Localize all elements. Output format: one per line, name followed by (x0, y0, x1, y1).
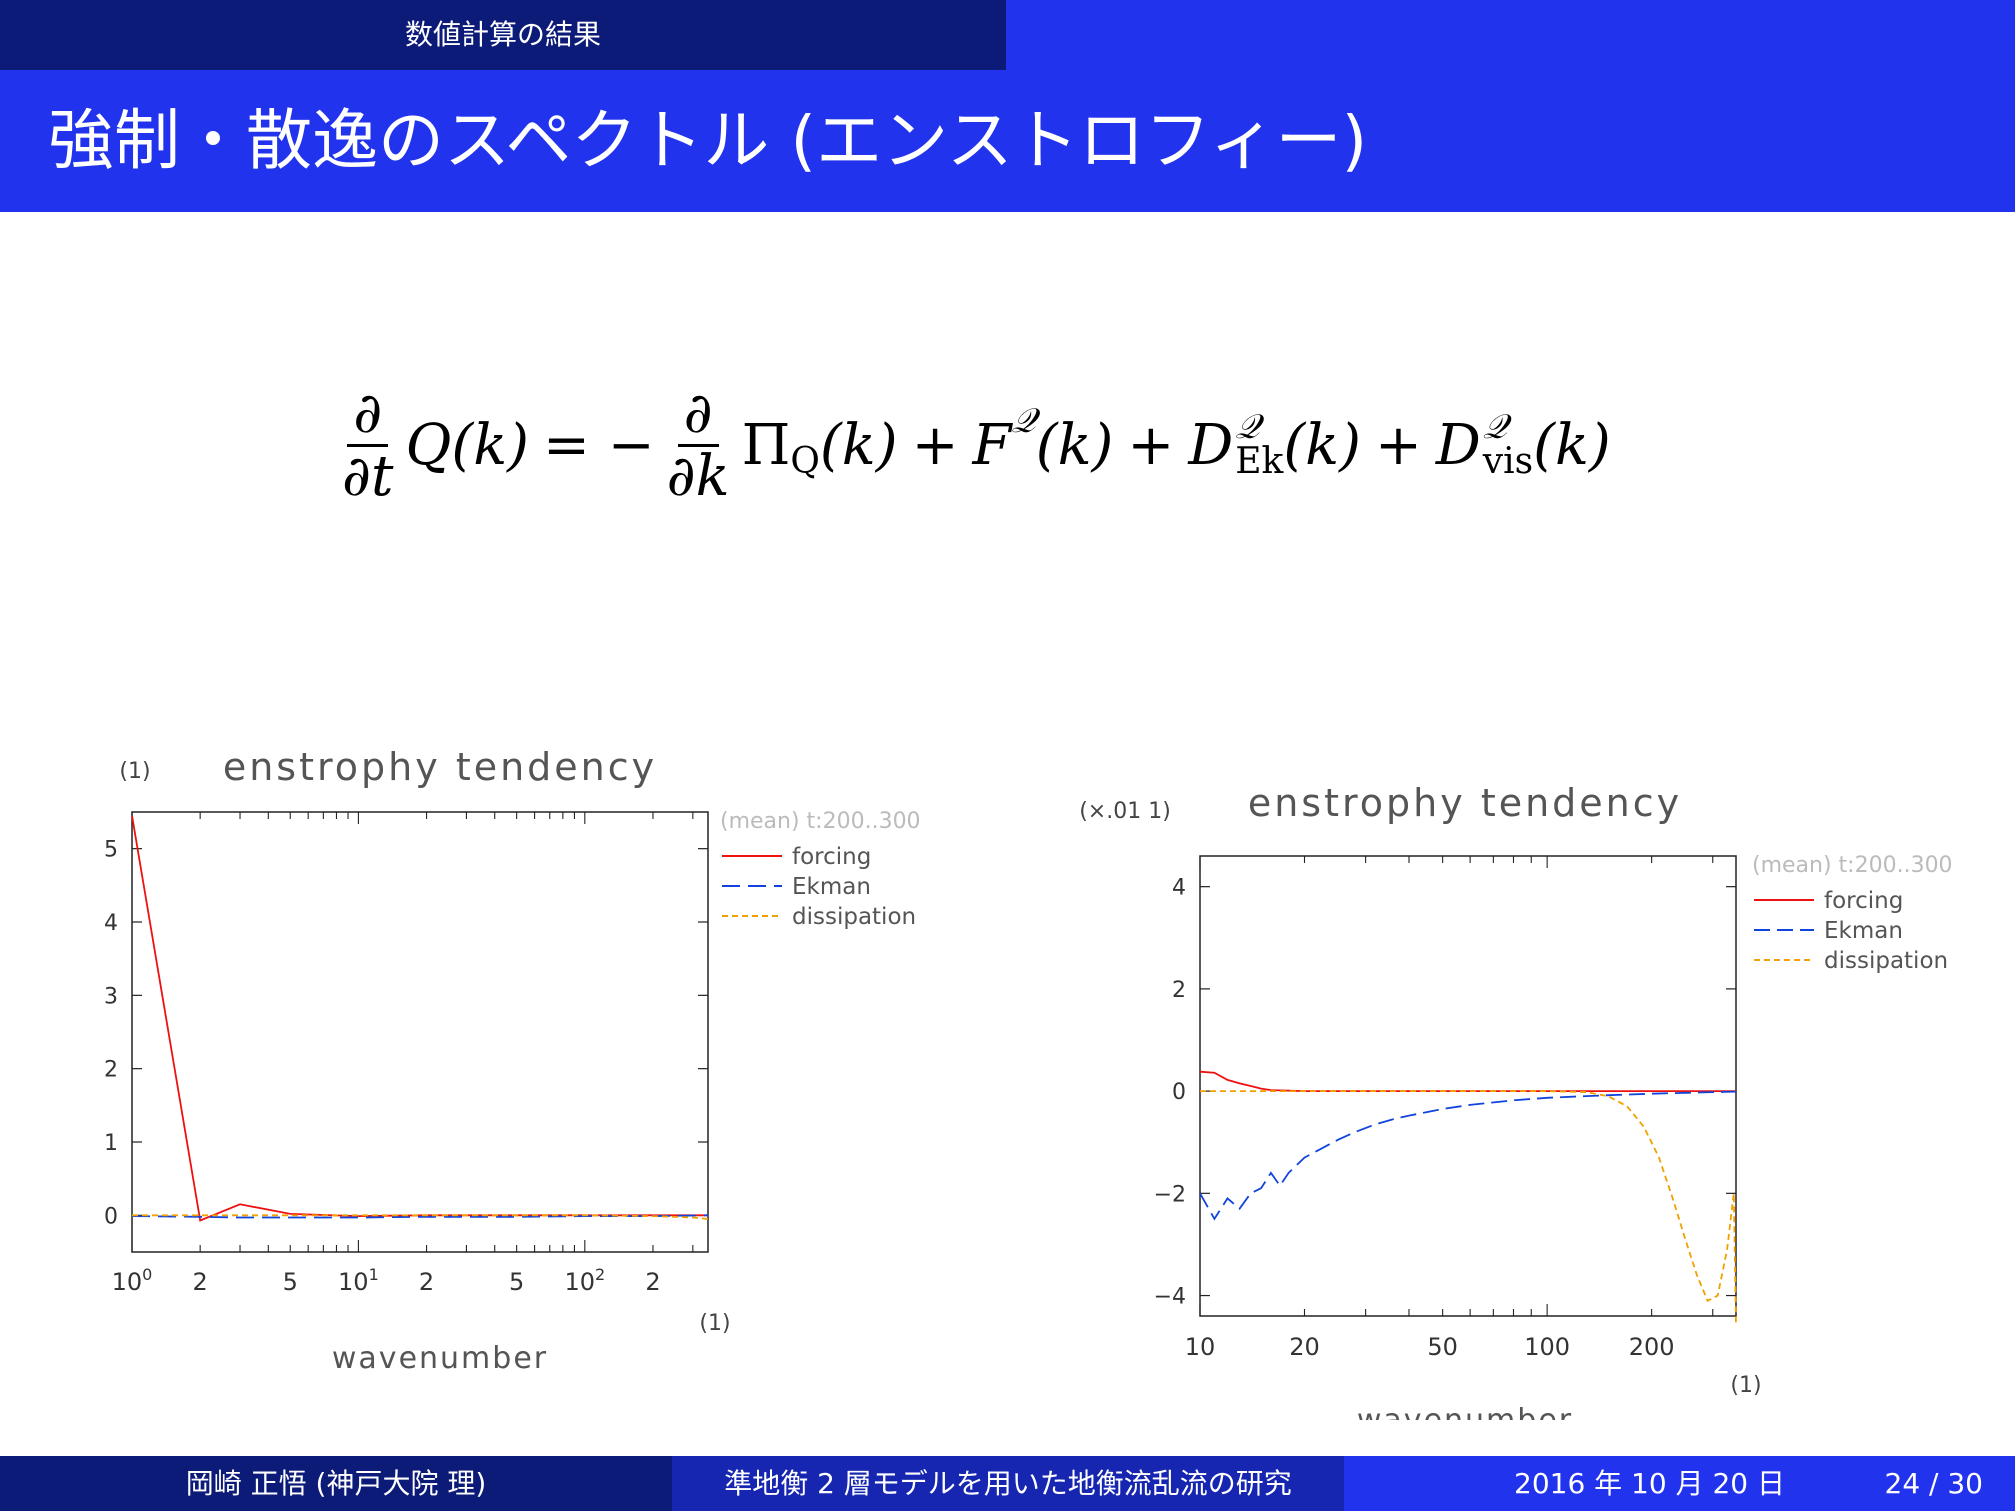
y-unit-label: (1) (119, 759, 150, 784)
eq-D-vis: D (1435, 412, 1481, 478)
slide-title: 強制・散逸のスペクトル (エンストロフィー) (48, 102, 1368, 179)
x-tick-label: 20 (1289, 1333, 1320, 1361)
y-tick-label: 3 (104, 984, 118, 1009)
legend-label-forcing: forcing (1824, 888, 1903, 914)
x-unit-label: (1) (699, 1311, 730, 1336)
eq-sub-vis: vis (1482, 441, 1534, 482)
eq-k: (k) (819, 412, 898, 478)
eq-sub-ek: Ek (1235, 441, 1284, 482)
frac-num: ∂ (677, 385, 719, 447)
plot-frame (1199, 855, 1737, 1317)
eq-plus: + (1127, 412, 1175, 478)
footer-page-number: 24 / 30 (1884, 1467, 1984, 1500)
y-tick-label: −4 (1154, 1285, 1186, 1310)
equation: ∂ ∂t Q(k) = − ∂ ∂k Π Q (k) + F 𝒬 (k) + D 𝒬 Ek(… (330, 370, 1710, 520)
y-tick-label: 4 (1172, 876, 1186, 901)
eq-sup: 𝒬 (1482, 407, 1508, 447)
eq-plus: + (1374, 412, 1422, 478)
x-unit-label: (1) (1730, 1373, 1761, 1398)
x-axis-label: wavenumber (1357, 1403, 1573, 1420)
legend-label-dissipation: dissipation (792, 904, 916, 930)
series-line-dissipation (132, 1214, 709, 1220)
x-tick-label: 5 (509, 1268, 524, 1296)
eq-D-ek-scripts: 𝒬 Ek (1235, 410, 1283, 480)
chart-enstrophy-right: enstrophy tendency (×.01 1) −4 −2 0 2 4 10 20 50 1… (1079, 781, 1953, 1420)
x-tick-label: 2 (193, 1268, 208, 1296)
y-tick-label: 0 (1172, 1080, 1186, 1105)
eq-plus: + (911, 412, 959, 478)
title-bar: 強制・散逸のスペクトル (エンストロフィー) (0, 70, 2015, 212)
x-tick-label: 5 (283, 1268, 298, 1296)
eq-D-ek: D (1188, 412, 1234, 478)
x-tick-label: 50 (1427, 1333, 1458, 1361)
y-unit-label: (×.01 1) (1079, 799, 1171, 824)
footer-right: 2016 年 10 月 20 日 24 / 30 (1344, 1456, 2015, 1511)
frac-d-dk: ∂ ∂k (661, 385, 736, 509)
y-tick-label: 1 (104, 1131, 118, 1156)
chart-enstrophy-left: enstrophy tendency (1) 0 1 2 3 4 5 100 2 5 101 2 5 102… (104, 745, 921, 1376)
y-tick-label: 5 (104, 838, 118, 863)
x-tick-label: 100 (112, 1265, 153, 1296)
eq-sup: 𝒬 (1235, 407, 1260, 447)
eq-pi-sub: Q (790, 440, 820, 482)
frac-num: ∂ (347, 385, 389, 447)
eq-pi: Π (741, 412, 791, 478)
series-line-ekman (1199, 1090, 1737, 1221)
frac-den: ∂k (666, 443, 730, 509)
x-tick-label: 10 (1185, 1333, 1216, 1361)
y-tick-label: 2 (104, 1058, 118, 1083)
eq-equals-minus: = − (543, 412, 655, 478)
y-tick-label: 0 (104, 1204, 118, 1229)
y-tick-label: 4 (104, 911, 118, 936)
x-tick-label: 2 (645, 1268, 660, 1296)
eq-k: (k) (1533, 412, 1611, 478)
series-line-dissipation (1200, 1090, 1737, 1327)
legend-header: (mean) t:200..300 (1752, 853, 1953, 878)
x-tick-label: 2 (419, 1268, 434, 1296)
series-line-forcing (131, 815, 708, 1222)
legend-label-ekman: Ekman (1824, 918, 1903, 944)
eq-k: (k) (1035, 412, 1114, 478)
footer: 岡崎 正悟 (神戸大院 理) 準地衡 2 層モデルを用いた地衡流乱流の研究 20… (0, 1456, 2015, 1511)
header-bar: 数値計算の結果 (0, 0, 2015, 70)
frac-den: ∂t (342, 443, 394, 509)
footer-author: 岡崎 正悟 (神戸大院 理) (0, 1456, 672, 1511)
plot-frame (131, 811, 709, 1253)
legend-label-ekman: Ekman (792, 874, 871, 900)
y-tick-label: 2 (1172, 978, 1186, 1003)
section-title[interactable]: 数値計算の結果 (0, 0, 1006, 70)
series-line-ekman (131, 1214, 709, 1219)
x-tick-label: 100 (1524, 1333, 1570, 1361)
legend-label-forcing: forcing (792, 844, 871, 870)
series-line-forcing (1199, 1070, 1736, 1093)
chart-title: enstrophy tendency (223, 745, 657, 789)
x-tick-label: 102 (564, 1265, 605, 1296)
footer-date: 2016 年 10 月 20 日 (1514, 1467, 1786, 1500)
legend-header: (mean) t:200..300 (720, 809, 921, 834)
x-axis-label: wavenumber (332, 1341, 548, 1376)
chart-title: enstrophy tendency (1248, 781, 1682, 825)
y-tick-label: −2 (1154, 1182, 1186, 1207)
eq-k: (k) (1283, 412, 1361, 478)
footer-talk-title: 準地衡 2 層モデルを用いた地衡流乱流の研究 (672, 1456, 1344, 1511)
eq-F-sup: 𝒬 (1011, 401, 1036, 441)
eq-lhs: Q(k) (405, 412, 530, 478)
eq-F: F (972, 412, 1012, 478)
x-tick-label: 200 (1629, 1333, 1675, 1361)
x-tick-label: 101 (338, 1265, 379, 1296)
frac-d-dt: ∂ ∂t (336, 385, 399, 509)
legend-label-dissipation: dissipation (1824, 948, 1948, 974)
